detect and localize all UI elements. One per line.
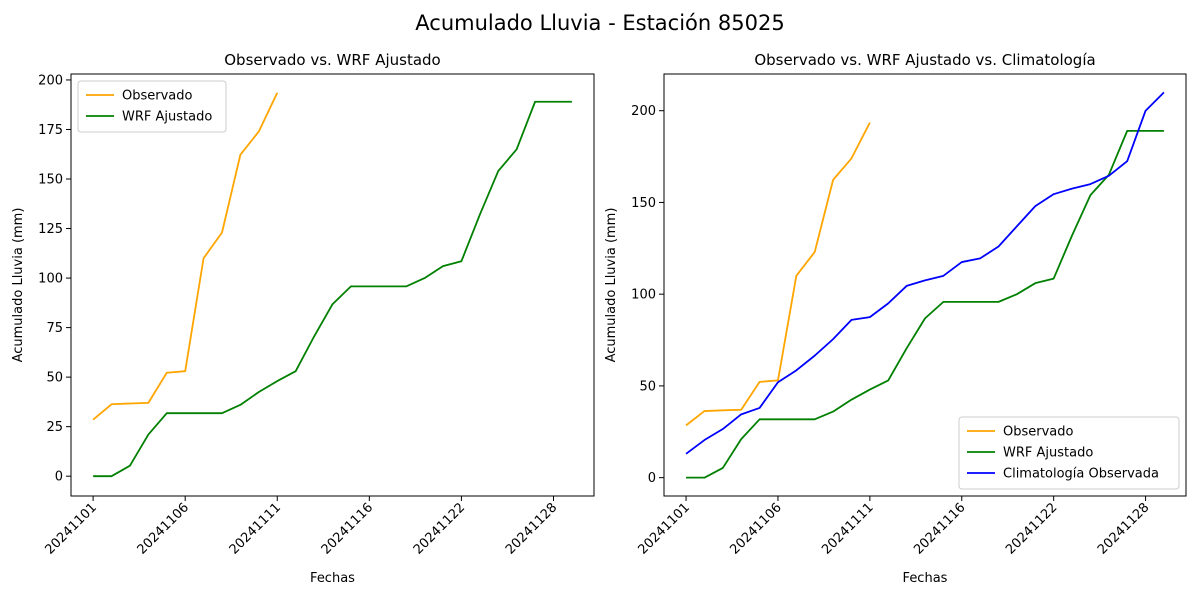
chart-2-xtick-label: 20241106 — [727, 500, 784, 557]
chart-2-series-line-3 — [685, 91, 1165, 455]
chart-1-xtick-label: 20241116 — [319, 500, 376, 557]
chart-1-legend-label-1: Observado — [122, 89, 193, 104]
chart-1-series-line-2 — [93, 100, 572, 478]
chart-1-ytick-label: 50 — [46, 371, 63, 386]
chart-2: 0 50 100 150 200 20241101 20241106 20241111 2024… — [604, 51, 1187, 586]
chart-2-legend: Observado WRF Ajustado Climatología Observ… — [958, 416, 1180, 490]
chart-1-xtick-label: 20241122 — [411, 500, 468, 557]
chart-1-series-line-1 — [92, 92, 279, 421]
chart-1-xtick-label: 20241128 — [503, 500, 560, 557]
chart-1-ylabel: Acumulado Lluvia (mm) — [11, 208, 26, 363]
chart-1-ytick-label: 0 — [55, 470, 63, 485]
chart-1-xtick-label: 20241101 — [43, 500, 100, 557]
chart-2-legend-label-3: Climatología Observada — [1003, 467, 1159, 482]
chart-2-ylabel: Acumulado Lluvia (mm) — [604, 208, 619, 363]
chart-2-legend-label-1: Observado — [1003, 425, 1074, 440]
chart-2-series-line-2 — [686, 129, 1164, 479]
chart-1-legend: Observado WRF Ajustado — [77, 80, 227, 133]
chart-1-ytick-label: 25 — [46, 420, 63, 435]
chart-1-axes-frame — [70, 73, 595, 497]
chart-1-xtick-label: 20241111 — [227, 500, 284, 557]
chart-2-ytick-label: 50 — [639, 379, 656, 394]
chart-2-legend-label-2: WRF Ajustado — [1003, 446, 1093, 461]
chart-2-ytick-label: 100 — [631, 288, 656, 303]
chart-2-ytick-label: 0 — [648, 471, 656, 486]
chart-1-ytick-label: 150 — [38, 173, 63, 188]
chart-2-xtick-label: 20241111 — [819, 500, 876, 557]
chart-2-xtick-label: 20241122 — [1003, 500, 1060, 557]
chart-2-ytick-label: 150 — [631, 196, 656, 211]
chart-1-ytick-label: 200 — [38, 73, 63, 88]
chart-2-title: Observado vs. WRF Ajustado vs. Climatolo… — [754, 51, 1095, 69]
chart-1-legend-box — [77, 80, 227, 133]
chart-1-ytick-label: 125 — [38, 222, 63, 237]
chart-1-xtick-label: 20241106 — [135, 500, 192, 557]
chart-1-legend-label-2: WRF Ajustado — [122, 110, 212, 125]
chart-2-xlabel: Fechas — [903, 571, 948, 586]
chart-2-ytick-label: 200 — [631, 104, 656, 119]
chart-1-ytick-label: 100 — [38, 272, 63, 287]
chart-2-axes-frame — [663, 73, 1187, 497]
chart-2-xtick-label: 20241101 — [635, 500, 692, 557]
chart-1: 0 25 50 75 100 125 150 175 200 20241101 20241106 20… — [11, 51, 595, 586]
chart-1-xlabel: Fechas — [310, 571, 355, 586]
chart-2-series-line-1 — [685, 122, 871, 427]
chart-2-legend-box — [958, 416, 1180, 490]
chart-1-ytick-label: 175 — [38, 123, 63, 138]
chart-2-xtick-label: 20241116 — [911, 500, 968, 557]
chart-2-xtick-label: 20241128 — [1095, 500, 1152, 557]
chart-1-title: Observado vs. WRF Ajustado — [224, 51, 440, 69]
figure-suptitle: Acumulado Lluvia - Estación 85025 — [415, 11, 784, 35]
chart-1-ytick-label: 75 — [46, 321, 63, 336]
